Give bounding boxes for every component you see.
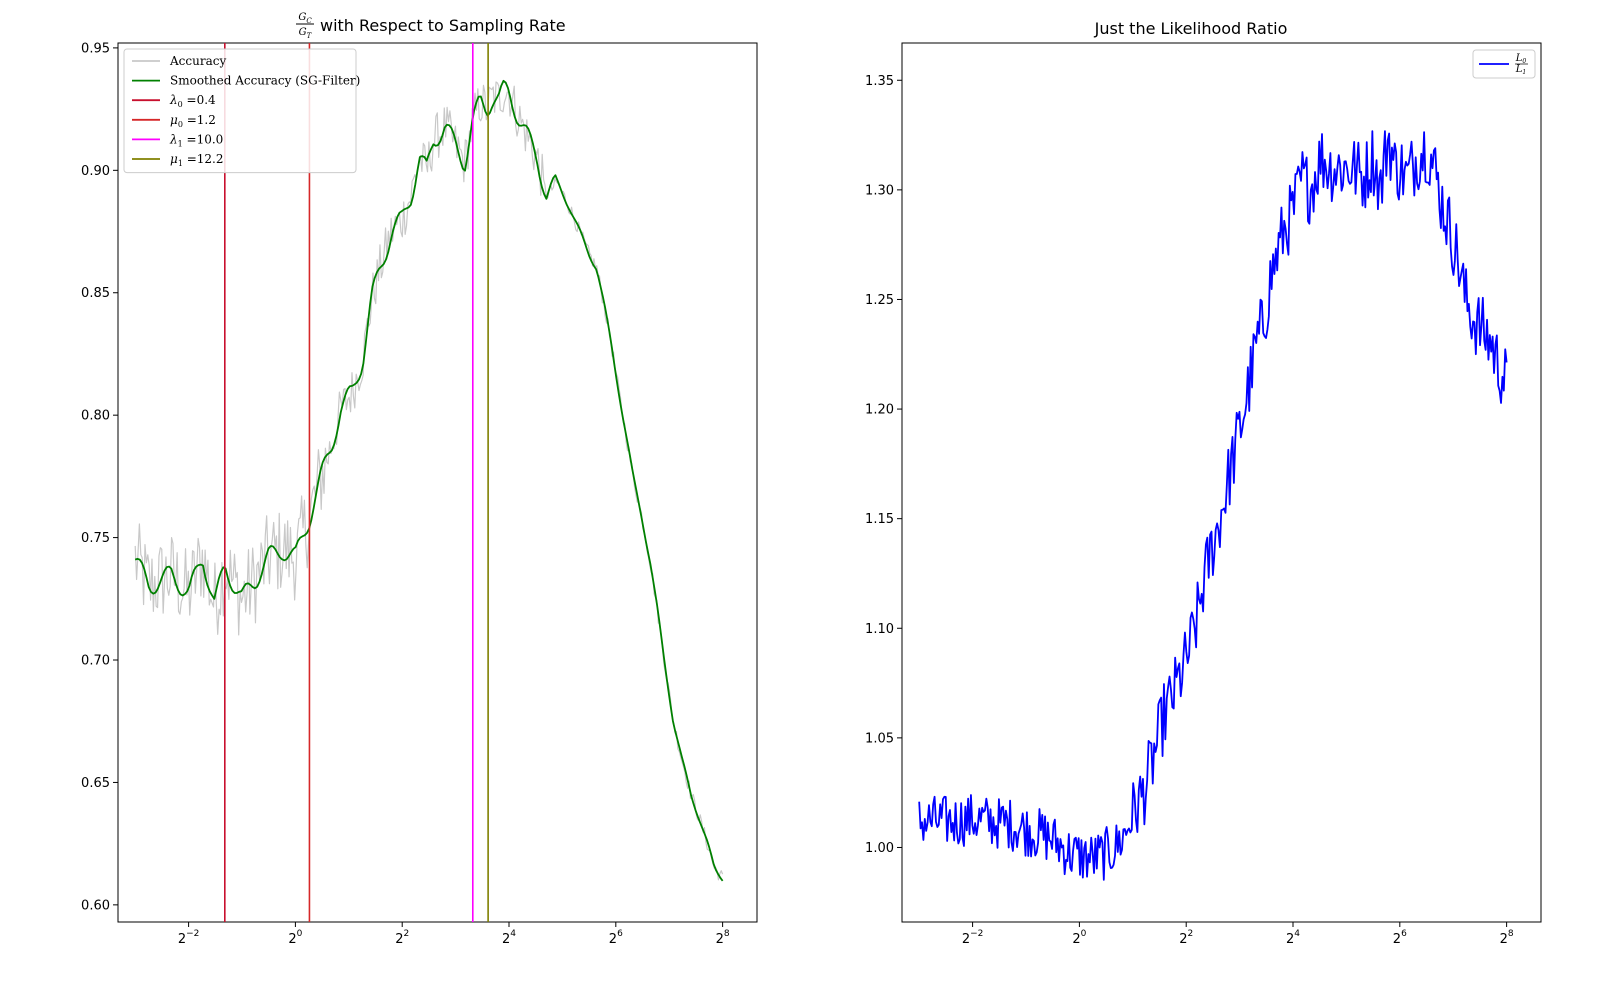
right-x-tick-label: 22 (1179, 929, 1193, 947)
left-legend-label: μ1 =12.2 (170, 152, 224, 168)
left-x-tick-label: 20 (288, 929, 302, 947)
right-y-tick-label: 1.25 (865, 293, 894, 308)
left-axes-frame (117, 42, 758, 923)
left-legend-label: λ0 =0.4 (169, 93, 216, 109)
left-legend-label: λ1 =10.0 (169, 132, 223, 148)
right-x-tick-label: 26 (1393, 929, 1407, 947)
left-legend-label: Smoothed Accuracy (SG-Filter) (170, 74, 360, 88)
left-plot-area (134, 43, 724, 922)
right-legend-label-denominator: L1 (1515, 64, 1526, 76)
left-x-tick-label: 22 (395, 929, 409, 947)
left-legend: Accuracy Smoothed Accuracy (SG-Filter) λ0 … (123, 48, 360, 174)
left-legend-box (123, 48, 357, 174)
left-x-tick-label: 28 (716, 929, 730, 947)
left-y-tick-label: 0.80 (81, 409, 110, 424)
right-x-tick-label: 24 (1286, 929, 1300, 947)
left-y-tick-label: 0.75 (81, 531, 110, 546)
right-x-tick-label: 28 (1500, 929, 1514, 947)
right-chart: Just the Likelihood Ratio 2−2 20 22 24 26 28 1… (865, 19, 1542, 947)
right-chart-title: Just the Likelihood Ratio (1094, 19, 1288, 38)
right-x-tick-label: 2−2 (962, 929, 984, 947)
left-y-tick-label: 0.95 (81, 41, 110, 56)
left-chart-title: with Respect to Sampling Rate (320, 16, 566, 35)
right-y-tick-label: 1.00 (865, 841, 894, 856)
left-chart-title-fraction-denominator: GT (299, 27, 313, 40)
left-x-tick-label: 24 (502, 929, 516, 947)
left-x-tick-label: 26 (609, 929, 623, 947)
left-series-line (134, 79, 724, 882)
right-x-tick-label: 20 (1072, 929, 1086, 947)
right-y-tick-label: 1.35 (865, 74, 894, 89)
right-y-tick-label: 1.10 (865, 622, 894, 637)
left-chart: GC GT with Respect to Sampling Rate 2−2 2… (81, 12, 758, 947)
left-y-tick-label: 0.85 (81, 286, 110, 301)
right-axes-frame (901, 42, 1542, 923)
left-y-tick-label: 0.70 (81, 654, 110, 669)
right-plot-area (918, 130, 1508, 881)
right-legend-label-numerator: L0 (1515, 53, 1527, 65)
right-series-line (918, 130, 1508, 881)
right-y-tick-label: 1.05 (865, 731, 894, 746)
left-chart-title-fraction-numerator: GC (298, 12, 312, 25)
right-y-tick-label: 1.20 (865, 403, 894, 418)
right-y-tick-label: 1.15 (865, 512, 894, 527)
left-y-tick-label: 0.90 (81, 164, 110, 179)
left-legend-label: Accuracy (169, 54, 226, 68)
left-y-tick-label: 0.65 (81, 776, 110, 791)
left-y-tick-label: 0.60 (81, 898, 110, 913)
right-y-tick-label: 1.30 (865, 183, 894, 198)
left-legend-label: μ0 =1.2 (170, 113, 216, 129)
left-x-tick-label: 2−2 (178, 929, 200, 947)
